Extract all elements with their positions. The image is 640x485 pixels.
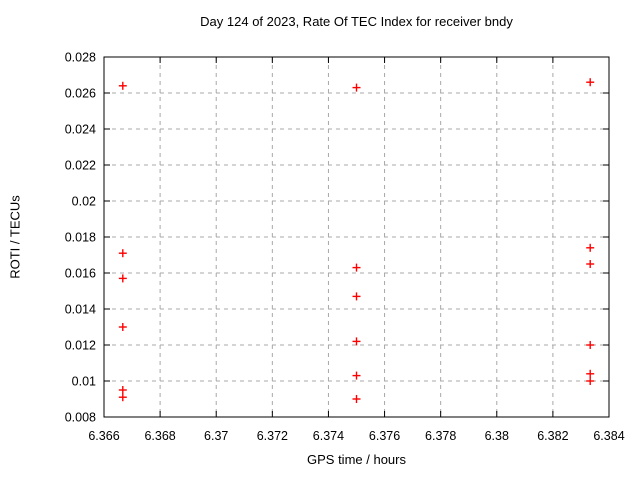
y-tick-label: 0.008 — [65, 411, 96, 425]
x-tick-label: 6.374 — [313, 429, 344, 443]
y-tick-label: 0.016 — [65, 267, 96, 281]
grid-lines — [103, 56, 610, 418]
y-tick-label: 0.014 — [65, 303, 96, 317]
x-tick-label: 6.376 — [369, 429, 400, 443]
x-tick-label: 6.37 — [204, 429, 228, 443]
x-tick-label: 6.368 — [144, 429, 175, 443]
x-tick-label: 6.384 — [593, 429, 624, 443]
y-tick-label: 0.018 — [65, 231, 96, 245]
y-tick-label: 0.01 — [72, 375, 96, 389]
series-0-points — [118, 78, 595, 403]
y-tick-label: 0.028 — [65, 51, 96, 65]
y-tick-label: 0.012 — [65, 339, 96, 353]
y-tick-label: 0.024 — [65, 123, 96, 137]
y-tick-label: 0.026 — [65, 87, 96, 101]
x-tick-label: 6.372 — [257, 429, 288, 443]
plot-border — [103, 56, 610, 418]
x-tick-label: 6.366 — [88, 429, 119, 443]
x-tick-label: 6.38 — [485, 429, 509, 443]
chart-title: Day 124 of 2023, Rate Of TEC Index for r… — [200, 14, 513, 29]
y-tick-label: 0.02 — [72, 195, 96, 209]
x-tick-label: 6.382 — [537, 429, 568, 443]
x-tick-label: 6.378 — [425, 429, 456, 443]
y-axis-title: ROTI / TECUs — [7, 195, 23, 279]
tick-labels: 6.366 6.368 6.37 6.372 6.374 6.376 6.378 6.38 6.… — [65, 51, 625, 444]
x-axis-title: GPS time / hours — [307, 452, 406, 467]
y-tick-label: 0.022 — [65, 159, 96, 173]
